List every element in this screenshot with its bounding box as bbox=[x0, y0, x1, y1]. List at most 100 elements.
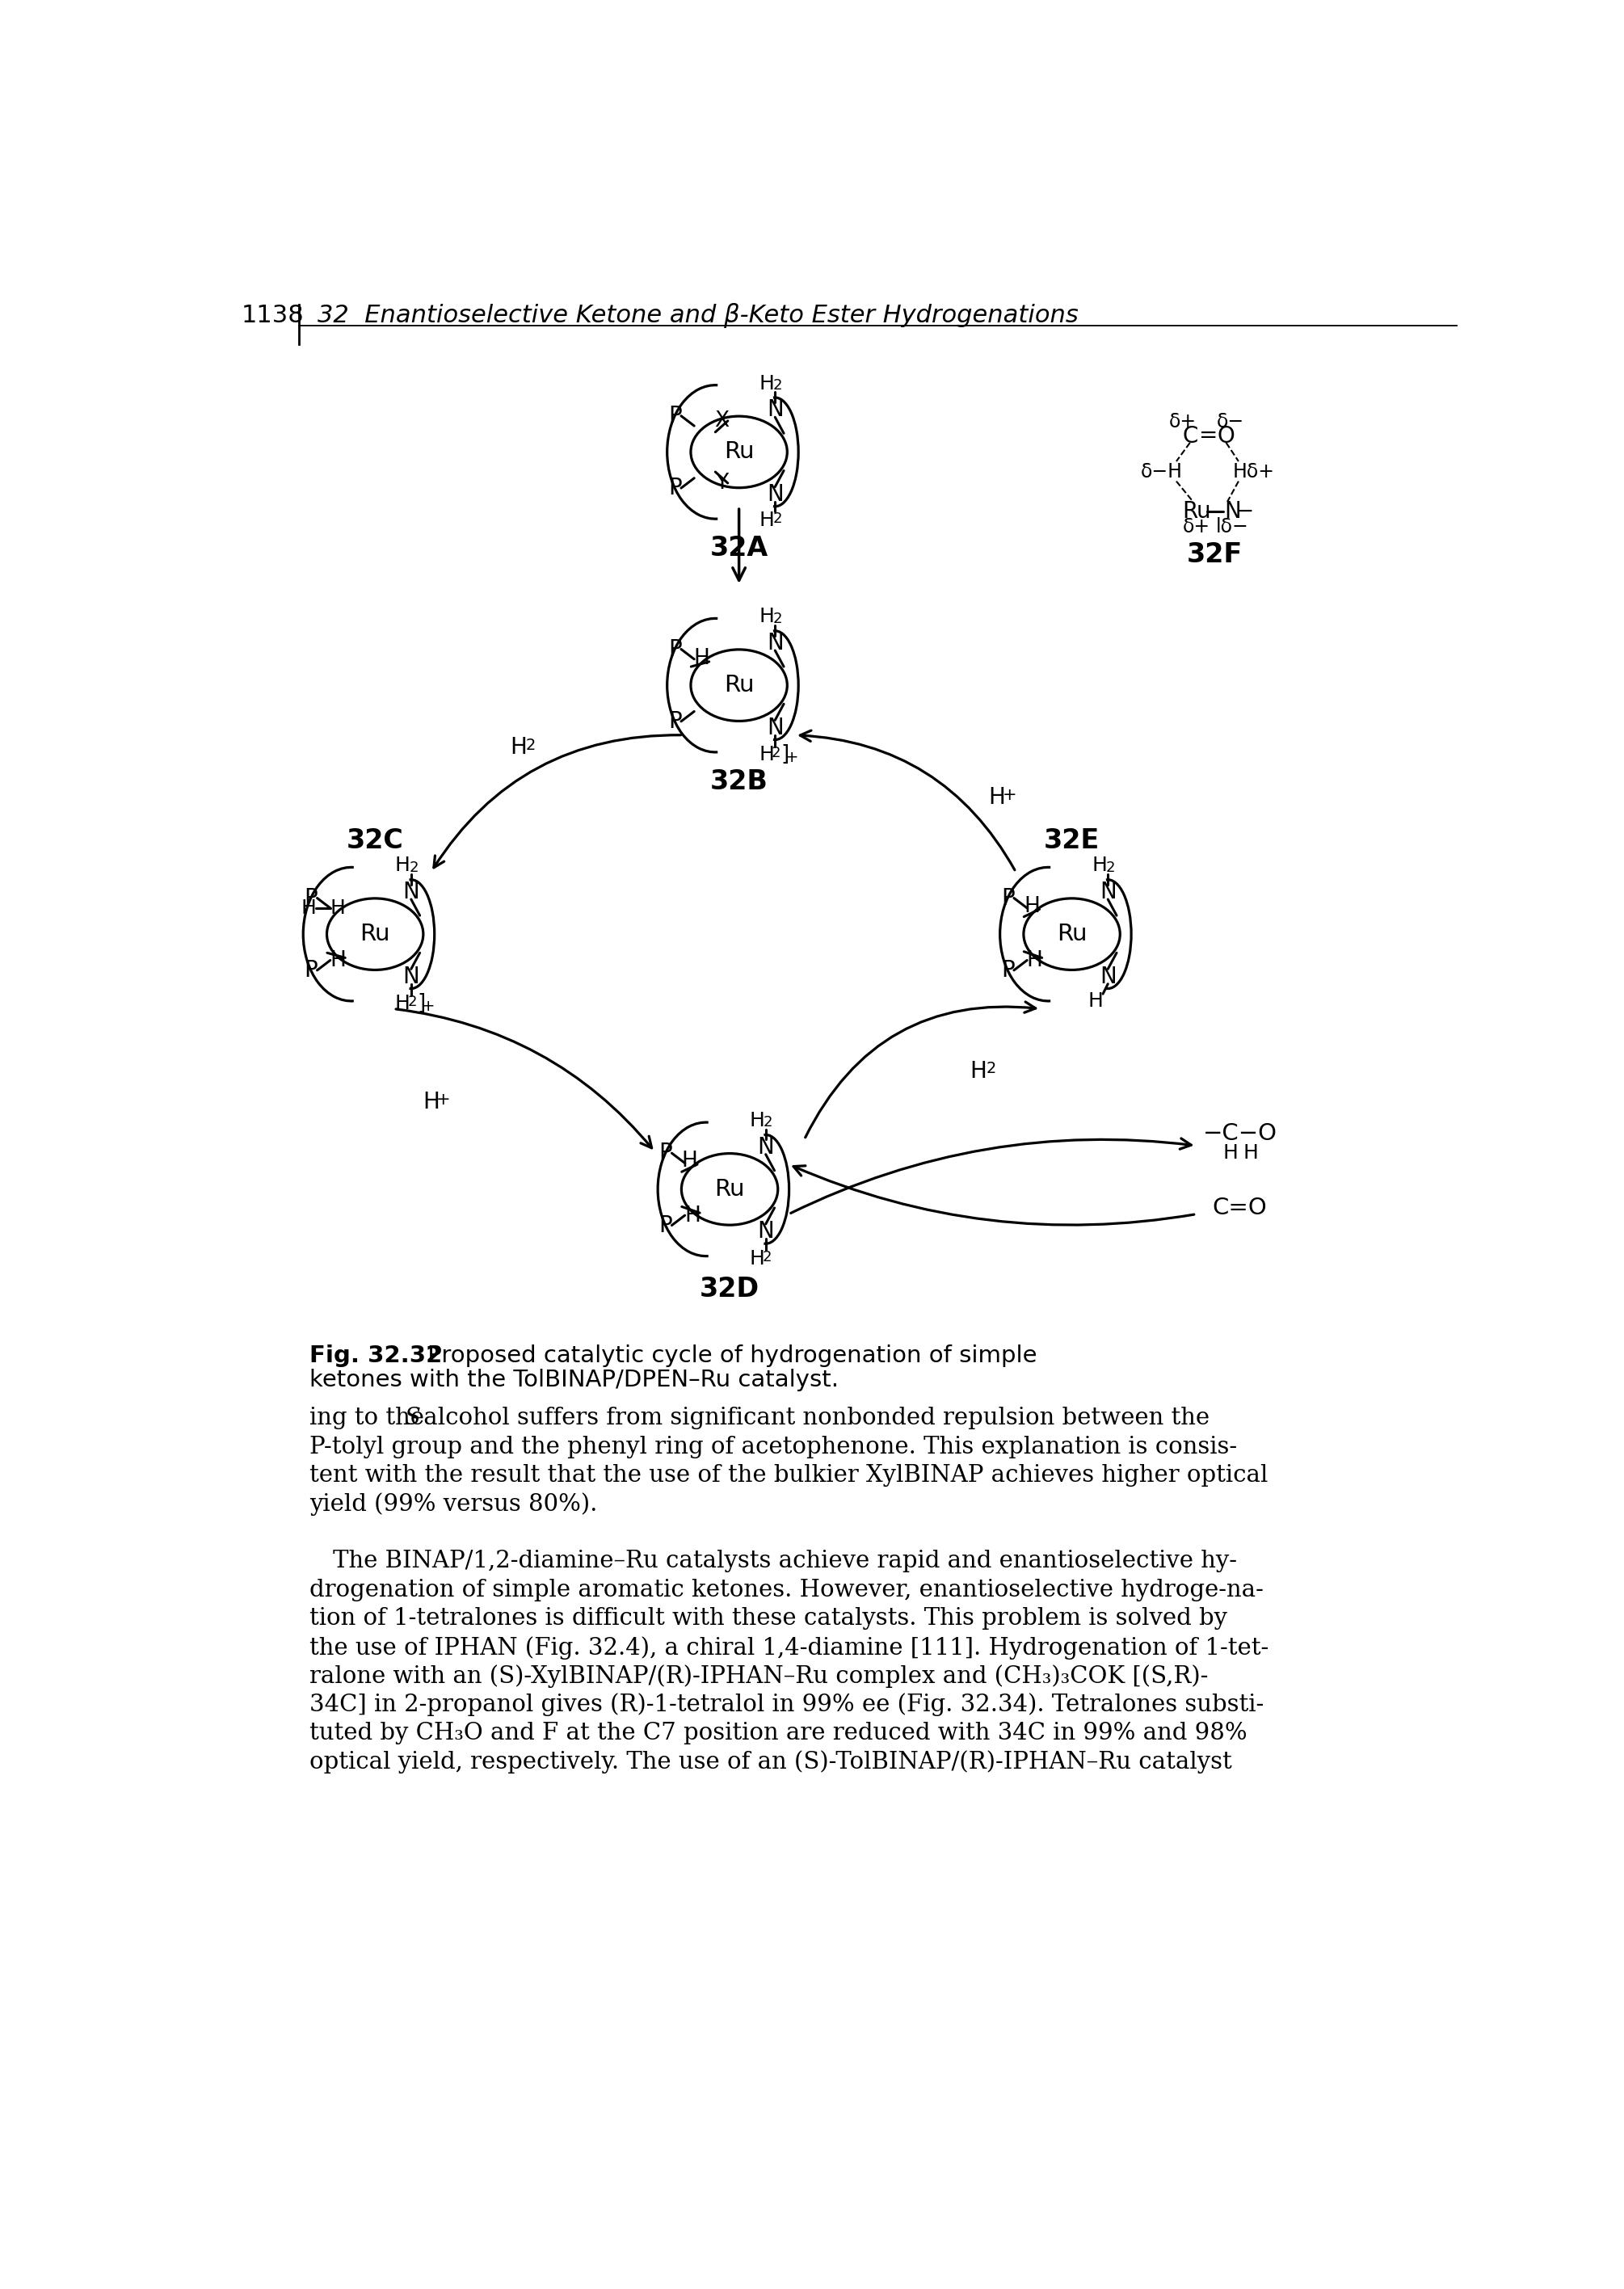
Text: N: N bbox=[767, 398, 783, 421]
Text: +: + bbox=[784, 751, 799, 765]
Text: H: H bbox=[510, 737, 526, 760]
Text: 1138: 1138 bbox=[240, 304, 304, 327]
Text: H: H bbox=[1223, 1144, 1237, 1163]
Text: 2: 2 bbox=[773, 510, 783, 526]
Text: +: + bbox=[1002, 787, 1017, 803]
Text: 32E: 32E bbox=[1044, 829, 1099, 854]
Text: lδ−: lδ− bbox=[1216, 517, 1249, 536]
Text: 2: 2 bbox=[408, 996, 417, 1009]
Text: ralone with an (S)-XylBINAP/(R)-IPHAN–Ru complex and (CH₃)₃COK [(S,R)-: ralone with an (S)-XylBINAP/(R)-IPHAN–Ru… bbox=[310, 1664, 1208, 1687]
Text: N: N bbox=[767, 483, 783, 506]
Text: −C−O: −C−O bbox=[1203, 1122, 1276, 1144]
Text: δ−: δ− bbox=[1216, 412, 1244, 433]
Text: H: H bbox=[989, 785, 1005, 808]
Text: H: H bbox=[1091, 856, 1108, 874]
Text: P: P bbox=[1000, 886, 1015, 909]
Text: H: H bbox=[758, 373, 775, 394]
Text: Hδ+: Hδ+ bbox=[1233, 462, 1275, 481]
Text: 2: 2 bbox=[762, 1250, 771, 1264]
Text: H: H bbox=[749, 1110, 765, 1131]
Text: the use of IPHAN (Fig. 32.4), a chiral 1,4-diamine [111]. Hydrogenation of 1-tet: the use of IPHAN (Fig. 32.4), a chiral 1… bbox=[310, 1637, 1268, 1660]
Text: H: H bbox=[330, 950, 346, 971]
Text: P: P bbox=[667, 476, 682, 499]
Text: P: P bbox=[667, 639, 682, 662]
Text: N: N bbox=[1099, 881, 1116, 904]
Text: N: N bbox=[757, 1220, 775, 1243]
Text: 32D: 32D bbox=[700, 1275, 760, 1302]
Text: δ−H: δ−H bbox=[1142, 462, 1182, 481]
Text: H: H bbox=[422, 1092, 440, 1112]
Text: 32  Enantioselective Ketone and β-Keto Ester Hydrogenations: 32 Enantioselective Ketone and β-Keto Es… bbox=[318, 302, 1078, 327]
Text: Ru: Ru bbox=[1182, 499, 1210, 522]
Text: ing to the: ing to the bbox=[310, 1408, 432, 1431]
Text: S: S bbox=[404, 1408, 421, 1431]
Text: Ru: Ru bbox=[715, 1179, 745, 1199]
Text: N: N bbox=[1224, 499, 1241, 522]
Text: P: P bbox=[1000, 959, 1015, 982]
Text: 2: 2 bbox=[1106, 861, 1116, 874]
Text: −: − bbox=[1236, 499, 1254, 522]
Text: H: H bbox=[970, 1060, 987, 1083]
Text: H: H bbox=[1025, 895, 1039, 916]
Text: N: N bbox=[403, 881, 419, 904]
Text: Y: Y bbox=[715, 472, 728, 494]
Text: O: O bbox=[1218, 426, 1234, 449]
Text: H: H bbox=[1242, 1144, 1259, 1163]
Text: H: H bbox=[682, 1151, 698, 1172]
Text: 2: 2 bbox=[771, 746, 781, 760]
Text: tent with the result that the use of the bulkier XylBINAP achieves higher optica: tent with the result that the use of the… bbox=[310, 1465, 1268, 1488]
Text: Ru: Ru bbox=[361, 922, 390, 945]
Text: 32B: 32B bbox=[710, 769, 768, 794]
Text: N: N bbox=[403, 966, 419, 989]
Text: H: H bbox=[395, 856, 409, 874]
Text: δ+: δ+ bbox=[1182, 517, 1210, 536]
Text: P: P bbox=[304, 959, 318, 982]
Text: H: H bbox=[395, 993, 409, 1014]
Text: H: H bbox=[684, 1206, 700, 1227]
Text: yield (99% versus 80%).: yield (99% versus 80%). bbox=[310, 1492, 598, 1515]
Text: H: H bbox=[749, 1250, 765, 1268]
Text: =: = bbox=[1199, 423, 1218, 446]
Text: tuted by CH₃O and F at the C7 position are reduced with 34C in 99% and 98%: tuted by CH₃O and F at the C7 position a… bbox=[310, 1721, 1247, 1744]
Text: P: P bbox=[659, 1142, 672, 1165]
Text: drogenation of simple aromatic ketones. However, enantioselective hydroge-na-: drogenation of simple aromatic ketones. … bbox=[310, 1579, 1263, 1602]
Text: C: C bbox=[1182, 426, 1199, 449]
Text: 2: 2 bbox=[409, 861, 419, 874]
Text: C=O: C=O bbox=[1213, 1197, 1267, 1220]
Text: N: N bbox=[767, 716, 783, 739]
Text: The BINAP/1,2-diamine–Ru catalysts achieve rapid and enantioselective hy-: The BINAP/1,2-diamine–Ru catalysts achie… bbox=[310, 1550, 1237, 1573]
Text: P: P bbox=[667, 710, 682, 732]
Text: 2: 2 bbox=[773, 611, 783, 625]
Text: 34C] in 2-propanol gives (R)-1-tetralol in 99% ee (Fig. 32.34). Tetralones subst: 34C] in 2-propanol gives (R)-1-tetralol … bbox=[310, 1694, 1263, 1717]
Text: 2: 2 bbox=[763, 1115, 773, 1131]
Text: ]: ] bbox=[781, 744, 789, 765]
Text: H: H bbox=[300, 897, 317, 918]
Text: ]: ] bbox=[417, 993, 425, 1014]
Text: H: H bbox=[758, 510, 775, 531]
Text: H: H bbox=[1026, 950, 1043, 971]
Text: Ru: Ru bbox=[724, 673, 754, 696]
Text: 32F: 32F bbox=[1187, 540, 1242, 568]
Text: P-tolyl group and the phenyl ring of acetophenone. This explanation is consis-: P-tolyl group and the phenyl ring of ace… bbox=[310, 1435, 1237, 1458]
Text: alcohol suffers from significant nonbonded repulsion between the: alcohol suffers from significant nonbond… bbox=[416, 1408, 1210, 1431]
Text: P: P bbox=[304, 886, 318, 909]
Text: Ru: Ru bbox=[1057, 922, 1086, 945]
Text: tion of 1-tetralones is difficult with these catalysts. This problem is solved b: tion of 1-tetralones is difficult with t… bbox=[310, 1607, 1228, 1630]
Text: 32A: 32A bbox=[710, 536, 768, 561]
Text: Ru: Ru bbox=[724, 442, 754, 462]
Text: H: H bbox=[693, 648, 710, 668]
Text: δ+: δ+ bbox=[1169, 412, 1197, 433]
Text: N: N bbox=[767, 632, 783, 655]
Text: X: X bbox=[715, 410, 729, 430]
Text: ketones with the TolBINAP/DPEN–Ru catalyst.: ketones with the TolBINAP/DPEN–Ru cataly… bbox=[310, 1369, 840, 1392]
Text: H: H bbox=[330, 897, 346, 918]
Text: N: N bbox=[757, 1135, 775, 1158]
Text: 32C: 32C bbox=[346, 829, 404, 854]
Text: Proposed catalytic cycle of hydrogenation of simple: Proposed catalytic cycle of hydrogenatio… bbox=[421, 1344, 1038, 1367]
Text: 2: 2 bbox=[986, 1060, 996, 1076]
Text: Fig. 32.32: Fig. 32.32 bbox=[310, 1344, 442, 1367]
Text: H: H bbox=[1088, 991, 1103, 1012]
Text: optical yield, respectively. The use of an (S)-TolBINAP/(R)-IPHAN–Ru catalyst: optical yield, respectively. The use of … bbox=[310, 1751, 1233, 1774]
Text: H: H bbox=[758, 607, 775, 627]
Text: +: + bbox=[421, 998, 435, 1014]
